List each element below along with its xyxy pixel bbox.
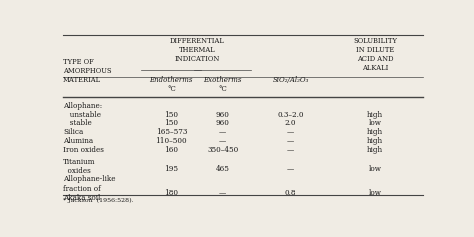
Text: 960: 960 (216, 111, 230, 119)
Text: 150: 150 (164, 119, 178, 127)
Text: —: — (219, 137, 227, 145)
Text: Silica: Silica (63, 128, 83, 136)
Text: Iron oxides: Iron oxides (63, 146, 104, 154)
Text: Exotherms: Exotherms (203, 76, 242, 84)
Text: high: high (367, 146, 383, 154)
Text: 960: 960 (216, 119, 230, 127)
Text: °C: °C (219, 85, 227, 93)
Text: low: low (369, 189, 382, 197)
Text: 0.3–2.0: 0.3–2.0 (277, 111, 304, 119)
Text: SiO₂/Al₂O₃: SiO₂/Al₂O₃ (273, 76, 309, 84)
Text: —: — (287, 165, 294, 173)
Text: —: — (219, 128, 227, 136)
Text: high: high (367, 111, 383, 119)
Text: 110–500: 110–500 (155, 137, 187, 145)
Text: 195: 195 (164, 165, 178, 173)
Text: 150: 150 (164, 111, 178, 119)
Text: Titanium
  oxides: Titanium oxides (63, 158, 95, 175)
Text: 165–573: 165–573 (155, 128, 187, 136)
Text: —: — (287, 146, 294, 154)
Text: —: — (219, 189, 227, 197)
Text: Allophane-like
fraction of
Akaka soil: Allophane-like fraction of Akaka soil (63, 175, 116, 202)
Text: stable: stable (63, 119, 91, 127)
Text: low: low (369, 165, 382, 173)
Text: 180: 180 (164, 189, 178, 197)
Text: 160: 160 (164, 146, 178, 154)
Text: 350–450: 350–450 (207, 146, 238, 154)
Text: °C: °C (167, 85, 176, 93)
Text: DIFFERENTIAL
THERMAL
INDICATION: DIFFERENTIAL THERMAL INDICATION (170, 37, 225, 63)
Text: high: high (367, 137, 383, 145)
Text: Allophane:: Allophane: (63, 102, 102, 110)
Text: unstable: unstable (63, 111, 101, 119)
Text: SOLUBILITY
IN DILUTE
ACID AND
ALKALI: SOLUBILITY IN DILUTE ACID AND ALKALI (353, 37, 397, 72)
Text: low: low (369, 119, 382, 127)
Text: * Jackson  (1956:528).: * Jackson (1956:528). (63, 197, 134, 202)
Text: 0.8: 0.8 (285, 189, 296, 197)
Text: TYPE OF
AMORPHOUS
MATERIAL: TYPE OF AMORPHOUS MATERIAL (63, 58, 111, 84)
Text: Endotherms: Endotherms (149, 76, 193, 84)
Text: —: — (287, 137, 294, 145)
Text: Alumina: Alumina (63, 137, 93, 145)
Text: 465: 465 (216, 165, 230, 173)
Text: 2.0: 2.0 (285, 119, 296, 127)
Text: —: — (287, 128, 294, 136)
Text: high: high (367, 128, 383, 136)
